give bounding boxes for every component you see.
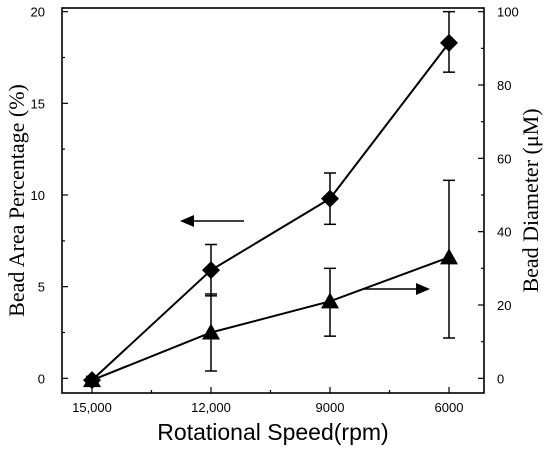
series-layer [83, 10, 458, 390]
left-tick-label: 20 [31, 5, 45, 20]
triangle-point [440, 248, 458, 265]
x-tick-label: 9000 [316, 400, 345, 415]
left-y-axis-title: Bead Area Percentage (%) [4, 84, 29, 317]
diamond-point [321, 189, 339, 208]
left-arrow-head [180, 215, 194, 227]
left-tick-label: 5 [38, 280, 45, 295]
right-tick-label: 20 [497, 298, 511, 313]
series-line [91, 256, 450, 382]
x-tick-label: 12,000 [191, 400, 231, 415]
triangle-point [321, 292, 339, 309]
diamond-point [202, 261, 220, 280]
triangle-point [202, 323, 220, 340]
right-tick-label: 0 [497, 371, 504, 386]
left-axis-ticks: 0 5 10 15 20 [31, 5, 68, 386]
x-tick-label: 6000 [435, 400, 464, 415]
right-tick-label: 40 [497, 225, 511, 240]
x-axis-ticks: 15,000 12,000 9000 6000 [72, 387, 463, 415]
series-line [91, 42, 450, 381]
series-triangle [83, 179, 458, 388]
x-axis-title: Rotational Speed(rpm) [157, 419, 388, 445]
left-tick-label: 0 [38, 371, 45, 386]
right-arrow-head [416, 283, 430, 295]
left-tick-label: 10 [31, 188, 45, 203]
right-tick-label: 60 [497, 151, 511, 166]
triangle-point [83, 371, 101, 388]
x-tick-label: 15,000 [72, 400, 112, 415]
right-tick-label: 80 [497, 78, 511, 93]
right-y-axis-title: Bead Diameter (μM) [518, 108, 543, 292]
series-diamond [83, 10, 458, 390]
right-tick-label: 100 [497, 5, 519, 20]
plot-frame [61, 7, 485, 394]
right-axis-ticks: 0 20 40 60 80 100 [478, 5, 519, 386]
diamond-point [440, 33, 458, 52]
left-tick-label: 15 [31, 96, 45, 111]
annotations [180, 215, 430, 295]
